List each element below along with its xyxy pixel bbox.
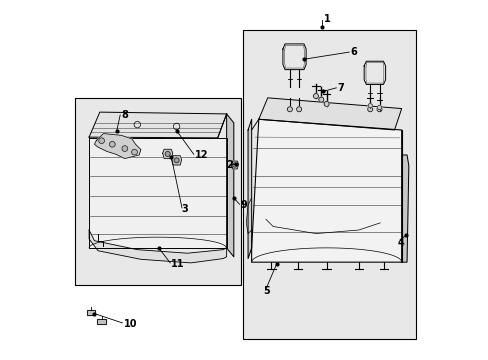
Bar bbox=[75, 98, 241, 285]
Circle shape bbox=[131, 149, 137, 155]
Text: 5: 5 bbox=[263, 286, 270, 296]
Polygon shape bbox=[94, 134, 141, 158]
Polygon shape bbox=[89, 138, 226, 248]
Circle shape bbox=[367, 107, 372, 112]
Circle shape bbox=[376, 107, 381, 112]
Polygon shape bbox=[89, 112, 226, 138]
Polygon shape bbox=[163, 149, 172, 158]
Circle shape bbox=[232, 163, 237, 167]
Circle shape bbox=[318, 97, 323, 102]
Polygon shape bbox=[283, 44, 305, 69]
Polygon shape bbox=[364, 61, 385, 85]
Polygon shape bbox=[401, 155, 408, 262]
Polygon shape bbox=[247, 119, 251, 258]
Text: 8: 8 bbox=[121, 110, 127, 120]
Circle shape bbox=[296, 107, 301, 112]
Text: 9: 9 bbox=[240, 200, 246, 210]
Text: 10: 10 bbox=[123, 319, 137, 329]
Circle shape bbox=[122, 146, 127, 152]
Polygon shape bbox=[231, 161, 238, 169]
Polygon shape bbox=[171, 156, 181, 165]
Circle shape bbox=[174, 158, 179, 163]
Bar bbox=[86, 310, 95, 315]
Text: 6: 6 bbox=[349, 47, 356, 57]
Text: 4: 4 bbox=[397, 238, 404, 248]
Polygon shape bbox=[251, 119, 401, 262]
Text: 7: 7 bbox=[337, 83, 344, 93]
Text: 1: 1 bbox=[324, 14, 330, 23]
Circle shape bbox=[99, 138, 104, 144]
Bar bbox=[242, 30, 415, 339]
Circle shape bbox=[287, 107, 292, 112]
Bar bbox=[97, 319, 106, 324]
Circle shape bbox=[367, 104, 372, 108]
Polygon shape bbox=[226, 114, 233, 257]
Text: 3: 3 bbox=[181, 204, 187, 214]
Polygon shape bbox=[89, 230, 226, 263]
Polygon shape bbox=[258, 98, 401, 130]
Circle shape bbox=[165, 152, 170, 157]
Circle shape bbox=[313, 94, 318, 99]
Bar bbox=[86, 310, 95, 315]
Text: 2: 2 bbox=[226, 160, 233, 170]
Circle shape bbox=[377, 105, 381, 110]
Circle shape bbox=[109, 141, 115, 147]
Text: 11: 11 bbox=[171, 259, 184, 269]
Circle shape bbox=[324, 102, 328, 107]
Bar bbox=[97, 319, 106, 324]
Text: 12: 12 bbox=[194, 150, 207, 160]
